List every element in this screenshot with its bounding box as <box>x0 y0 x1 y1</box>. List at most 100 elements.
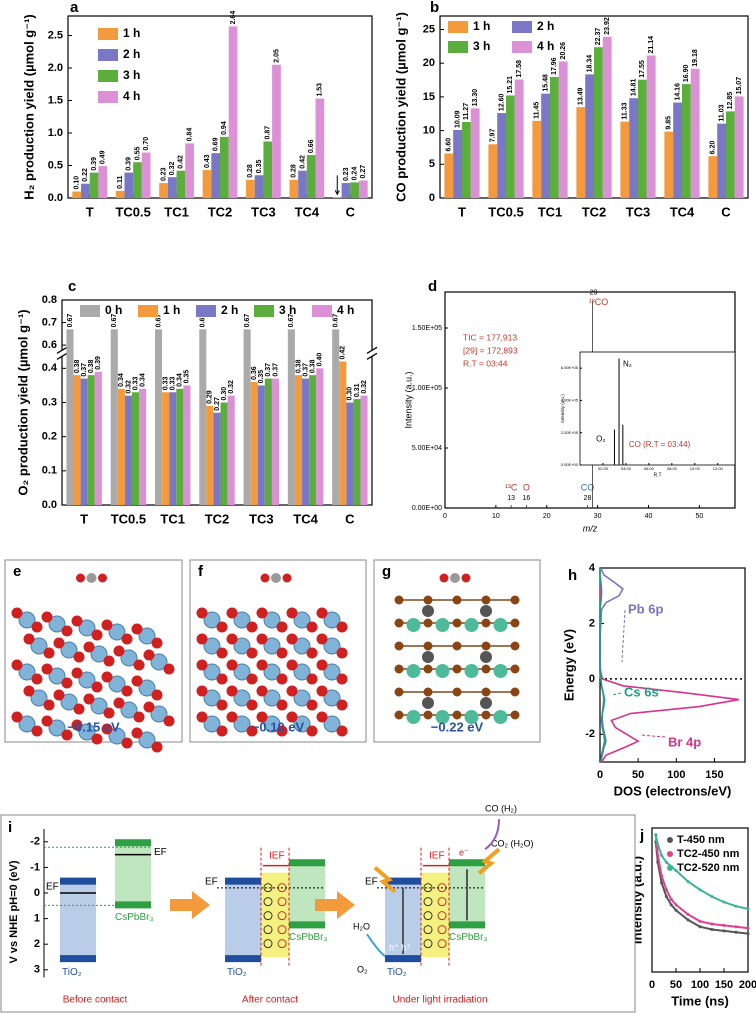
data-point <box>698 919 702 923</box>
ti-atom <box>90 697 108 715</box>
x-tick-label: 150 <box>705 769 723 781</box>
bar <box>294 375 303 505</box>
bar <box>358 180 368 198</box>
bar <box>115 190 125 198</box>
scheme-tick-label: -2 <box>30 836 40 848</box>
hole-label: h⁺ h⁺ <box>389 942 411 952</box>
br-atom <box>423 595 433 605</box>
o-atom <box>91 733 103 745</box>
legend-swatch <box>98 70 118 82</box>
o-atom <box>101 723 113 735</box>
cspbbr3-band <box>289 921 325 929</box>
o-atom <box>23 633 35 645</box>
ti-atom <box>233 611 251 629</box>
o-atom <box>256 633 268 645</box>
bar <box>124 395 132 505</box>
o-atom <box>196 633 208 645</box>
o-atom <box>53 689 65 701</box>
ti-atom <box>323 715 341 733</box>
cspbbr3-band <box>289 859 325 867</box>
x-tick-label: 200 <box>739 979 756 991</box>
ti-atom <box>323 663 341 681</box>
pointer-arrow <box>334 175 340 196</box>
y-axis-title: Intensity (a.u.) <box>403 371 413 428</box>
o-atom <box>61 625 73 637</box>
o-atom <box>286 607 298 619</box>
value-label: 15.48 <box>542 74 549 92</box>
o-atom <box>226 607 238 619</box>
peak-mz: 29 <box>590 289 598 296</box>
bar <box>98 166 108 198</box>
y-tick-label: 0.2 <box>42 431 57 443</box>
legend-swatch <box>138 305 158 317</box>
label-leader <box>639 734 666 738</box>
o-atom <box>143 649 155 661</box>
o-atom <box>246 699 258 711</box>
value-label: 2.05 <box>273 49 280 63</box>
adsorption-energy: −0.15 eV <box>67 719 120 734</box>
axis-break-gap <box>369 350 375 357</box>
o-atom <box>226 685 238 697</box>
value-label: 16.90 <box>683 64 690 82</box>
value-label: 0.43 <box>204 154 211 168</box>
bar <box>514 79 524 198</box>
bar <box>124 172 134 198</box>
panel-label: c <box>68 278 76 295</box>
process-arrow <box>315 891 355 919</box>
scheme-axis-title: V vs NHE pH=0 (eV) <box>8 860 20 963</box>
ti-atom <box>138 731 156 749</box>
bar <box>620 121 630 198</box>
legend-swatch <box>512 21 532 33</box>
value-label: 0.38 <box>295 359 302 373</box>
legend-swatch <box>98 49 118 61</box>
data-point <box>722 923 726 927</box>
ti-atom <box>233 715 251 733</box>
charge <box>423 925 433 935</box>
ti-atom <box>233 689 251 707</box>
x-tick-label: TC0.5 <box>111 511 146 526</box>
peak-name: ¹³C <box>505 482 518 492</box>
o-atom <box>196 659 208 671</box>
o-atom <box>196 607 208 619</box>
br-atom <box>452 641 462 651</box>
y-tick-label: 0.0 <box>48 192 63 204</box>
label-leader <box>621 609 626 663</box>
bar <box>246 179 255 198</box>
o-atom <box>316 685 328 697</box>
bar <box>339 361 347 505</box>
o-atom <box>336 699 348 711</box>
cs-atom <box>435 710 450 724</box>
legend-swatch <box>512 41 532 53</box>
x-tick-label: TC2 <box>582 204 607 219</box>
material-label: TiO₂ <box>227 967 247 978</box>
data-point <box>674 868 678 873</box>
bar <box>673 102 682 198</box>
value-label: 0.22 <box>82 168 89 182</box>
adsorption-energy: −0.10 eV <box>252 719 305 734</box>
ti-atom <box>150 705 168 723</box>
o-atom <box>286 633 298 645</box>
bar <box>211 153 220 198</box>
value-label: 6.60 <box>446 138 453 152</box>
c-atom <box>271 573 281 583</box>
tio2-body <box>225 877 261 963</box>
o-atom <box>276 621 288 633</box>
bar <box>272 64 281 198</box>
x-tick-label: 40 <box>645 513 653 520</box>
o-atom <box>256 685 268 697</box>
ti-atom <box>78 671 96 689</box>
y-axis-title: H₂ production yield (µmol g⁻¹) <box>21 14 36 200</box>
value-label: 2.64 <box>230 11 237 25</box>
o-atom <box>306 673 318 685</box>
peak-mz: 16 <box>523 495 531 502</box>
x-tick-label: TC4 <box>293 511 318 526</box>
ti-atom <box>48 615 66 633</box>
value-label: 0.67 <box>155 314 162 328</box>
value-label: 15.07 <box>736 77 743 95</box>
bar <box>506 95 515 198</box>
bar <box>462 122 471 198</box>
bar <box>264 378 272 505</box>
value-label: 0.70 <box>143 137 150 151</box>
legend-swatch <box>254 305 274 317</box>
y-tick-label: 1.50E+05 <box>412 325 442 332</box>
